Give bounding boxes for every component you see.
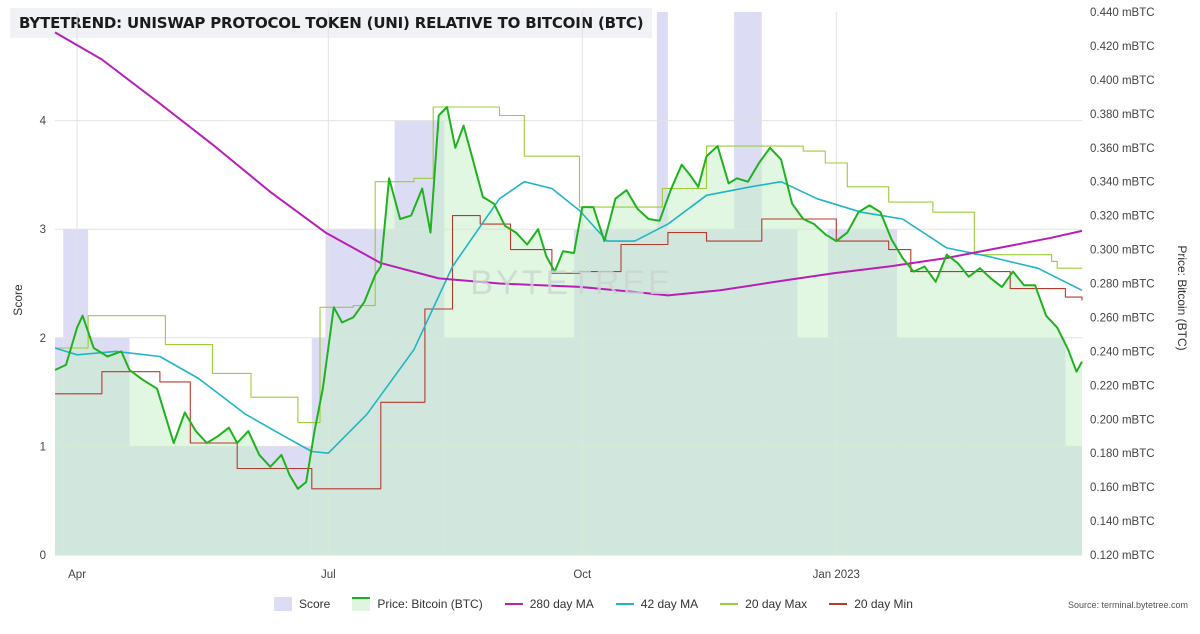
y-right-tick-label: 0.140 mBTC <box>1090 516 1155 528</box>
axes: 0 1 2 3 4 0.120 mBTC 0.140 mBTC 0.160 mBTC 0.180… <box>11 7 1189 581</box>
legend-label: 20 day Max <box>745 597 808 611</box>
legend-swatch-min20 <box>829 603 848 605</box>
price-area-fill <box>55 107 1082 555</box>
legend-swatch-ma280 <box>504 603 523 605</box>
legend-item-min20[interactable]: 20 day Min <box>829 597 913 611</box>
legend-label: 42 day MA <box>640 597 699 611</box>
y-right-tick-label: 0.420 mBTC <box>1090 41 1155 53</box>
chart-title: BYTETREND: UNISWAP PROTOCOL TOKEN (UNI) … <box>10 8 653 38</box>
source-note: Source: terminal.bytetree.com <box>1067 600 1188 610</box>
legend-label: 20 day Min <box>854 597 913 611</box>
y-right-tick-label: 0.260 mBTC <box>1090 312 1155 324</box>
x-tick-label: Oct <box>573 569 592 581</box>
x-tick-label: Apr <box>68 569 86 581</box>
series-line-20-day-min <box>55 215 1083 490</box>
series-line-price-bitcoin-btc <box>54 106 1083 490</box>
y-left-axis-title: Score <box>11 284 25 316</box>
legend-item-max20[interactable]: 20 day Max <box>720 597 807 611</box>
y-right-tick-label: 0.240 mBTC <box>1090 346 1155 358</box>
legend-swatch-max20 <box>720 603 739 605</box>
legend-label: 280 day MA <box>529 597 594 611</box>
legend-item-ma42[interactable]: 42 day MA <box>615 597 699 611</box>
series-line-42-day-ma <box>54 180 1083 454</box>
y-left-tick-label: 4 <box>40 116 47 128</box>
chart-legend: Score Price: Bitcoin (BTC) 280 day MA 42 da… <box>274 597 935 611</box>
legend-swatch-score <box>274 597 292 611</box>
y-right-tick-label: 0.160 mBTC <box>1090 482 1155 494</box>
y-left-tick-label: 1 <box>40 441 46 453</box>
y-right-tick-label: 0.360 mBTC <box>1090 143 1155 155</box>
legend-label: Price: Bitcoin (BTC) <box>377 597 483 611</box>
legend-swatch-price <box>352 597 371 611</box>
y-right-tick-label: 0.340 mBTC <box>1090 177 1155 189</box>
y-left-tick-label: 0 <box>40 550 46 562</box>
y-right-tick-label: 0.380 mBTC <box>1090 109 1155 121</box>
legend-swatch-ma42 <box>615 603 634 605</box>
y-right-tick-label: 0.280 mBTC <box>1090 279 1155 291</box>
series-line-280-day-ma <box>54 31 1083 297</box>
y-right-tick-label: 0.400 mBTC <box>1090 75 1155 87</box>
x-tick-label: Jan 2023 <box>813 569 860 581</box>
series-line-20-day-max <box>55 106 1082 424</box>
legend-item-score[interactable]: Score <box>274 597 330 611</box>
y-right-tick-label: 0.320 mBTC <box>1090 211 1155 223</box>
y-right-tick-label: 0.300 mBTC <box>1090 245 1155 257</box>
legend-label: Score <box>299 597 331 611</box>
watermark: BYTETREE <box>470 264 673 302</box>
y-right-tick-label: 0.120 mBTC <box>1090 550 1155 562</box>
y-right-tick-label: 0.180 mBTC <box>1090 448 1155 460</box>
y-left-tick-label: 3 <box>40 224 46 236</box>
price-area <box>55 107 1082 555</box>
x-tick-label: Jul <box>321 569 336 581</box>
series-lines <box>54 31 1083 490</box>
legend-item-price[interactable]: Price: Bitcoin (BTC) <box>352 597 483 611</box>
y-right-tick-label: 0.440 mBTC <box>1090 7 1155 19</box>
y-right-tick-label: 0.220 mBTC <box>1090 380 1155 392</box>
legend-item-ma280[interactable]: 280 day MA <box>504 597 594 611</box>
y-right-axis-title: Price: Bitcoin (BTC) <box>1175 245 1189 350</box>
y-left-tick-label: 2 <box>40 333 46 345</box>
y-right-tick-label: 0.200 mBTC <box>1090 414 1155 426</box>
